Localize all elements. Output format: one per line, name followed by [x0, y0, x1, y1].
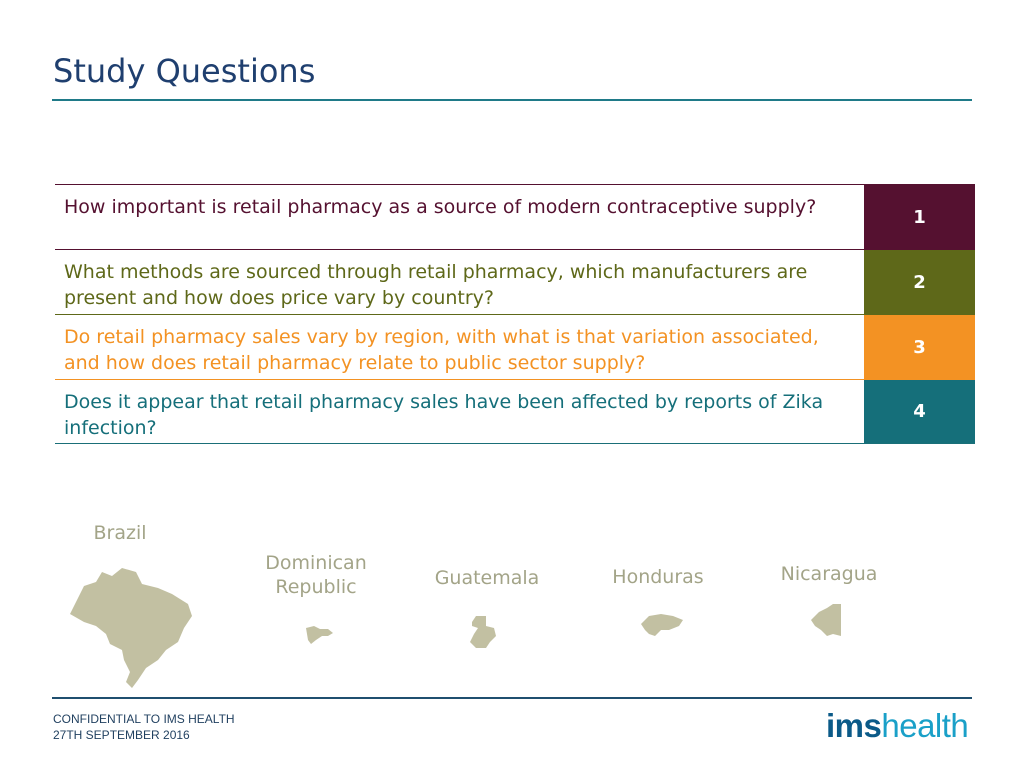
question-text: How important is retail pharmacy as a so…	[64, 196, 817, 218]
question-text: Do retail pharmacy sales vary by region,…	[64, 326, 819, 374]
question-number-badge: 3	[864, 315, 975, 379]
question-text: What methods are sourced through retail …	[64, 261, 808, 309]
questions-table: How important is retail pharmacy as a so…	[55, 184, 975, 444]
title-divider	[52, 99, 972, 101]
nicaragua-map-icon	[811, 604, 841, 636]
ims-health-logo: imshealth	[826, 707, 969, 745]
country-label-dominican-republic: Dominican Republic	[265, 552, 367, 598]
footer-confidential: CONFIDENTIAL TO IMS HEALTH	[53, 712, 235, 726]
question-number-badge: 4	[864, 380, 975, 443]
page-title: Study Questions	[53, 52, 316, 90]
honduras-map-icon	[641, 614, 683, 636]
country-label-brazil: Brazil	[93, 522, 147, 544]
country-label-guatemala: Guatemala	[434, 567, 540, 589]
country-label-honduras: Honduras	[612, 566, 704, 588]
guatemala-map-icon	[470, 616, 496, 648]
brazil-map-icon	[70, 568, 192, 688]
question-row-2: What methods are sourced through retail …	[55, 249, 975, 314]
question-row-4: Does it appear that retail pharmacy sale…	[55, 379, 975, 444]
footer-date: 27TH SEPTEMBER 2016	[53, 728, 190, 742]
question-number-badge: 1	[864, 185, 975, 249]
question-row-1: How important is retail pharmacy as a so…	[55, 184, 975, 249]
question-row-3: Do retail pharmacy sales vary by region,…	[55, 314, 975, 379]
dominican-republic-map-icon	[306, 626, 333, 644]
logo-health-text: health	[881, 707, 969, 744]
footer-divider	[52, 697, 972, 699]
logo-ims-text: ims	[826, 707, 882, 744]
question-number-badge: 2	[864, 250, 975, 314]
question-text: Does it appear that retail pharmacy sale…	[64, 391, 824, 439]
country-label-nicaragua: Nicaragua	[780, 563, 878, 585]
